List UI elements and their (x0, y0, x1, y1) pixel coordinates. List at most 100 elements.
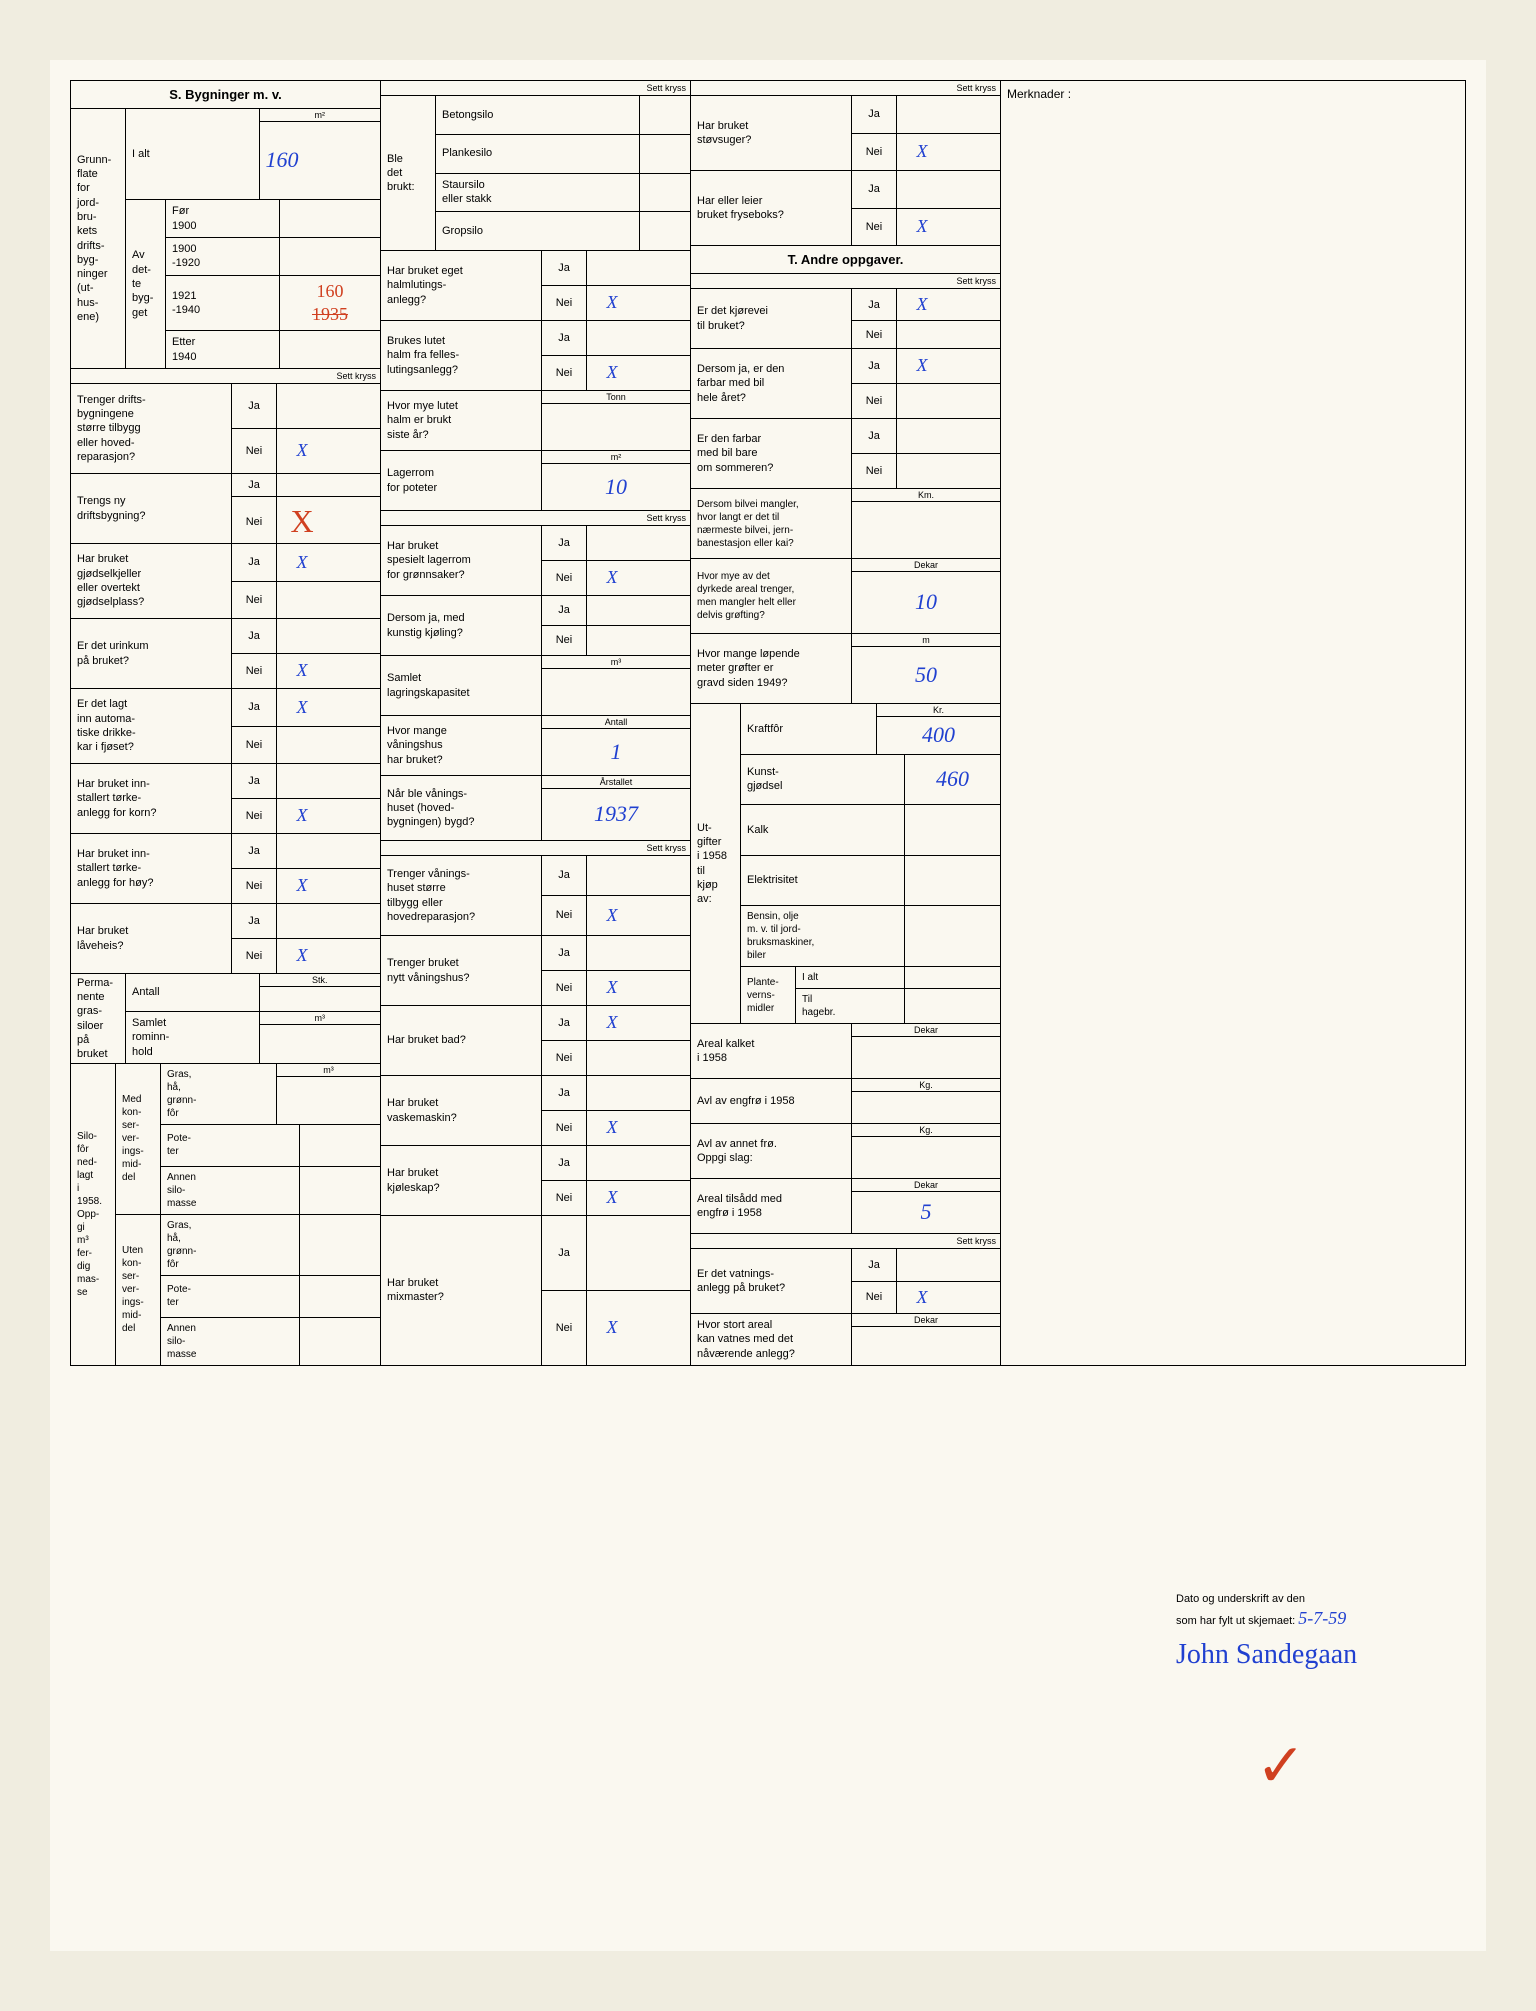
laveheis-nei: X (277, 939, 327, 973)
trengs-ny-label: Trengs ny driftsbygning? (71, 474, 232, 543)
gjodselkjeller-ja: X (277, 544, 327, 581)
kalk: Kalk (741, 805, 905, 854)
mixmaster-nei: X (587, 1291, 637, 1365)
grofting: Hvor mye av det dyrkede areal trenger, m… (691, 559, 852, 633)
merknader-label: Merknader : (1001, 81, 1465, 107)
lagerrom: Lagerrom for poteter (381, 451, 542, 510)
felles-luting: Brukes lutet halm fra felles- lutingsanl… (381, 321, 542, 390)
section-t-header: T. Andre oppgaver. (691, 246, 1000, 274)
nytt-vaning-nei: X (587, 971, 637, 1005)
kjoleskap-nei: X (587, 1181, 637, 1215)
y1900: 1900 -1920 (166, 238, 280, 275)
fryseboks: Har eller leier bruket fryseboks? (691, 171, 852, 245)
vaningshus: Hvor mange våningshus har bruket? (381, 716, 542, 775)
ble-det-brukt: Ble det brukt: (381, 96, 436, 250)
y1921-val2: 1935 (312, 303, 348, 326)
stovsuger-nei: X (897, 134, 947, 171)
ialt-value: 160 (260, 122, 381, 199)
bilvei-mangler: Dersom bilvei mangler, hvor langt er det… (691, 489, 852, 558)
etter1940: Etter 1940 (166, 331, 280, 368)
sett-kryss-1: Sett kryss (71, 369, 380, 384)
lagerrom-val: 10 (542, 464, 690, 510)
grunnflate-label: Grunn- flate for jord- bru- kets drifts-… (71, 109, 126, 368)
silofor-label: Silo- fôr ned- lagt i 1958. Opp- gi m³ f… (71, 1064, 116, 1365)
avl-annet: Avl av annet frø. Oppgi slag: (691, 1124, 852, 1178)
spesielt-lager: Har bruket spesielt lagerrom for grønnsa… (381, 526, 542, 595)
nytt-vaning: Trenger bruket nytt våningshus? (381, 936, 542, 1005)
grofter-1949-val: 50 (852, 647, 1000, 703)
betongsilo: Betongsilo (436, 96, 640, 134)
vatnings-nei: X (897, 1282, 947, 1314)
samlet-lagring: Samlet lagringskapasitet (381, 656, 542, 715)
torke-hoy-label: Har bruket inn- stallert tørke- anlegg f… (71, 834, 232, 903)
kjorevei: Er det kjørevei til bruket? (691, 289, 852, 348)
vaskemaskin: Har bruket vaskemaskin? (381, 1076, 542, 1145)
felles-luting-nei: X (587, 356, 637, 390)
nar-bygd: Når ble vånings- huset (hoved- bygningen… (381, 776, 542, 840)
spesielt-lager-nei: X (587, 561, 637, 595)
laveheis-label: Har bruket låveheis? (71, 904, 232, 973)
antall-label: Antall (126, 974, 260, 1011)
areal-tilsadd-val: 5 (852, 1192, 1000, 1233)
trenger-drifts-label: Trenger drifts- bygningene større tilbyg… (71, 384, 232, 473)
gropsilo: Gropsilo (436, 212, 640, 250)
farbar-hele-ja: X (897, 349, 947, 383)
vaskemaskin-nei: X (587, 1111, 637, 1145)
trenger-drifts-nei: X (277, 429, 327, 473)
torke-hoy-nei: X (277, 869, 327, 903)
ialt-label: I alt (126, 109, 260, 199)
urinkum-nei: X (277, 654, 327, 688)
kjoleskap: Har bruket kjøleskap? (381, 1146, 542, 1215)
vaningshus-val: 1 (542, 729, 690, 775)
farbar-sommer: Er den farbar med bil bare om sommeren? (691, 419, 852, 488)
grofting-val: 10 (852, 572, 1000, 633)
av-dette-label: Av det- te byg- get (126, 200, 166, 368)
m2-unit: m² (260, 109, 381, 122)
perma-label: Perma- nente gras- siloer på bruket (71, 974, 126, 1063)
plankesilo: Plankesilo (436, 135, 640, 173)
samlet-label: Samlet rominn- hold (126, 1012, 260, 1063)
nar-bygd-val: 1937 (542, 789, 690, 840)
column-2: Sett kryss Ble det brukt: Betongsilo Pla… (381, 81, 691, 1365)
stovsuger: Har bruket støvsuger? (691, 96, 852, 170)
drikkekar-ja: X (277, 689, 327, 726)
column-3: Sett kryss Har bruket støvsuger? Ja NeiX… (691, 81, 1001, 1365)
column-merknader: Merknader : (1001, 81, 1465, 1365)
elektrisitet: Elektrisitet (741, 856, 905, 905)
vatnings: Er det vatnings- anlegg på bruket? (691, 1249, 852, 1313)
y1921-val1: 160 (317, 280, 344, 303)
for1900: Før 1900 (166, 200, 280, 237)
bad-ja: X (587, 1006, 637, 1040)
kunstig-kjoling: Dersom ja, med kunstig kjøling? (381, 596, 542, 655)
torke-korn-label: Har bruket inn- stallert tørke- anlegg f… (71, 764, 232, 833)
trenger-vaning: Trenger vånings- huset større tilbygg el… (381, 856, 542, 935)
check-mark-icon: ✓ (1256, 1731, 1306, 1801)
plantevern: Plante- verns- midler (741, 967, 796, 1023)
signature-label: Dato og underskrift av den som har fylt … (1176, 1593, 1305, 1626)
staursilo: Staursilo eller stakk (436, 174, 640, 212)
hvor-mye-lutet: Hvor mye lutet halm er brukt siste år? (381, 391, 542, 450)
urinkum-label: Er det urinkum på bruket? (71, 619, 232, 688)
farbar-hele: Dersom ja, er den farbar med bil hele år… (691, 349, 852, 418)
signature-name: John Sandegaan (1176, 1639, 1426, 1671)
column-s-buildings: S. Bygninger m. v. Grunn- flate for jord… (71, 81, 381, 1365)
grofter-1949: Hvor mange løpende meter grøfter er grav… (691, 634, 852, 703)
kunstgjodsel-val: 460 (905, 755, 1000, 804)
y1921: 1921 -1940 (166, 276, 280, 331)
halmluting-nei: X (587, 286, 637, 320)
trengs-ny-nei: X (290, 501, 313, 543)
hvor-stort: Hvor stort areal kan vatnes med det nåvæ… (691, 1314, 852, 1365)
avl-engfro: Avl av engfrø i 1958 (691, 1079, 852, 1123)
section-s-header: S. Bygninger m. v. (71, 81, 380, 109)
areal-tilsadd: Areal tilsådd med engfrø i 1958 (691, 1179, 852, 1233)
trenger-vaning-nei: X (587, 896, 637, 935)
fryseboks-nei: X (897, 209, 947, 246)
drikkekar-label: Er det lagt inn automa- tiske drikke- ka… (71, 689, 232, 763)
uten-kon: Uten kon- ser- ver- ings- mid- del (116, 1215, 161, 1365)
areal-kalket: Areal kalket i 1958 (691, 1024, 852, 1078)
kraftfor: Kraftfôr (741, 704, 877, 754)
bad: Har bruket bad? (381, 1006, 542, 1075)
kjorevei-ja: X (897, 289, 947, 320)
gjodselkjeller-label: Har bruket gjødselkjeller eller overtekt… (71, 544, 232, 618)
signature-area: Dato og underskrift av den som har fylt … (1176, 1592, 1426, 1671)
